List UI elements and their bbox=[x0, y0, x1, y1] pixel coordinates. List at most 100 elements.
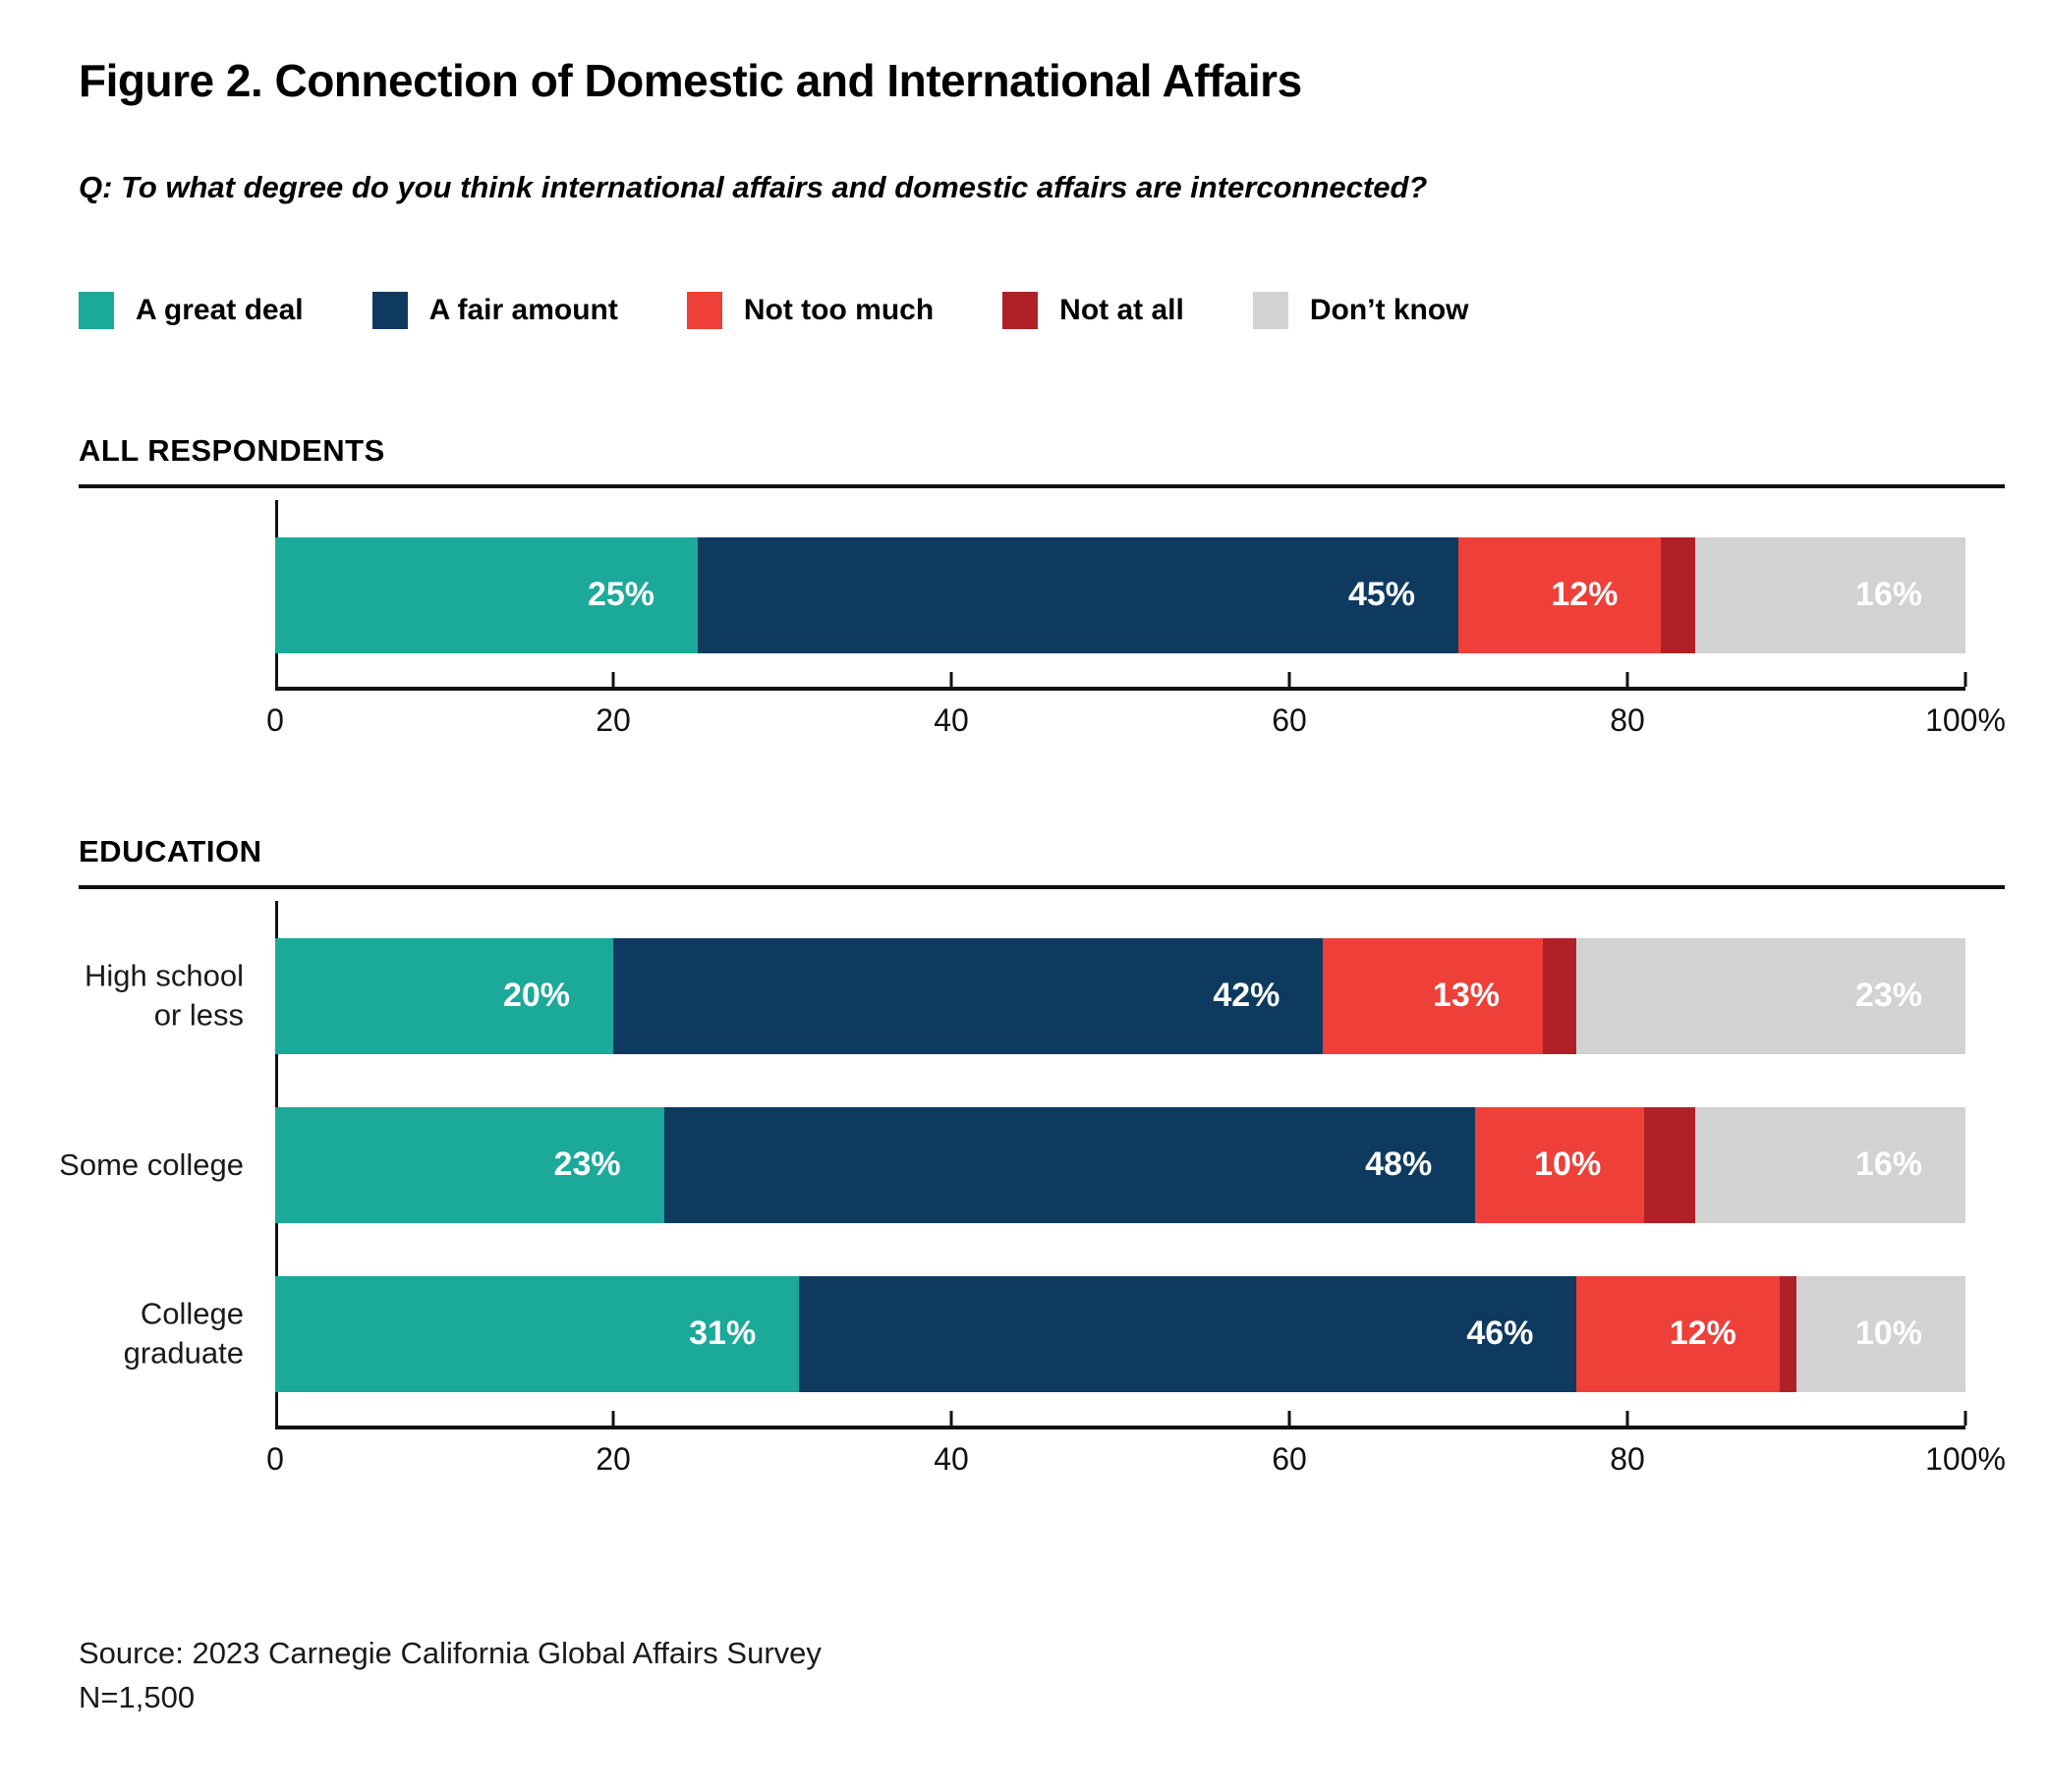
bar-value-label: 48% bbox=[1365, 1146, 1433, 1184]
axis-tick-label: 40 bbox=[934, 701, 969, 738]
legend-label: Don’t know bbox=[1309, 293, 1469, 326]
bar-value-label: 31% bbox=[689, 1315, 757, 1353]
bar-row: 25% 45% 12% 16% bbox=[275, 536, 1965, 653]
legend-item-a-fair-amount: A fair amount bbox=[371, 291, 618, 329]
bar-value-label: 10% bbox=[1534, 1146, 1602, 1184]
legend-item-not-too-much: Not too much bbox=[686, 291, 935, 329]
bar-segment-don-t-know: 16% bbox=[1694, 536, 1965, 653]
axis-tick-label: 0 bbox=[266, 701, 284, 738]
plot-area: 25% 45% 12% 16% bbox=[275, 499, 1967, 691]
axis-tick bbox=[1287, 1410, 1291, 1426]
axis-tick bbox=[949, 1410, 953, 1426]
row-label: Some college bbox=[59, 1147, 244, 1182]
axis-tick-label: 100% bbox=[1925, 701, 2006, 738]
bar-value-label: 12% bbox=[1551, 576, 1619, 614]
legend-swatch-a-fair-amount bbox=[371, 291, 408, 329]
bar-value-label: 16% bbox=[1854, 576, 1922, 614]
axis-tick-label: 100% bbox=[1925, 1440, 2006, 1477]
bar-segment-a-great-deal: 23% bbox=[275, 1106, 664, 1223]
bar-value-label: 20% bbox=[502, 977, 570, 1015]
bar-segment-not-too-much: 12% bbox=[1576, 1275, 1780, 1392]
legend-label: Not too much bbox=[743, 293, 935, 326]
plot-area: High school or less 20% 42% 13% 23% Some colle… bbox=[59, 900, 1967, 1429]
bar-value-label: 12% bbox=[1669, 1315, 1736, 1353]
bar-segment-not-too-much: 10% bbox=[1475, 1106, 1645, 1223]
survey-question: Q: To what degree do you think internati… bbox=[79, 169, 1428, 204]
axis-tick bbox=[611, 671, 615, 687]
stacked-bar: 23% 48% 10% 16% bbox=[275, 1106, 1965, 1223]
figure-title: Figure 2. Connection of Domestic and Int… bbox=[79, 55, 1302, 106]
axis-tick-label: 60 bbox=[1272, 701, 1307, 738]
axis-labels: 0 20 40 60 80 100% bbox=[266, 1440, 2006, 1486]
bar-segment-don-t-know: 16% bbox=[1694, 1106, 1965, 1223]
stacked-bar: 25% 45% 12% 16% bbox=[275, 536, 1965, 653]
bar-value-label: 13% bbox=[1432, 977, 1500, 1015]
axis-tick-label: 80 bbox=[1610, 1440, 1645, 1477]
legend: A great deal A fair amount Not too much … bbox=[79, 291, 2005, 329]
axis-tick bbox=[1963, 1410, 1967, 1426]
axis-labels: 0 20 40 60 80 100% bbox=[266, 701, 2006, 748]
legend-swatch-dont-know bbox=[1252, 291, 1288, 329]
legend-item-a-great-deal: A great deal bbox=[79, 291, 304, 329]
bar-segment-not-at-all bbox=[1661, 536, 1695, 653]
chart-rows: 25% 45% 12% 16% bbox=[275, 536, 1965, 653]
legend-label: A great deal bbox=[136, 293, 304, 326]
source-line: Source: 2023 Carnegie California Global … bbox=[79, 1635, 822, 1670]
axis-tick bbox=[611, 1410, 615, 1426]
row-label: High school or less bbox=[85, 958, 244, 1033]
bar-row: Some college 23% 48% 10% 16% bbox=[59, 1106, 1965, 1223]
sample-size: N=1,500 bbox=[79, 1679, 196, 1714]
chart-rows: High school or less 20% 42% 13% 23% Some colle… bbox=[59, 937, 1965, 1392]
legend-swatch-not-too-much bbox=[686, 291, 722, 329]
axis-tick-label: 20 bbox=[596, 701, 631, 738]
axis-tick bbox=[1963, 671, 1967, 687]
bar-segment-a-fair-amount: 42% bbox=[613, 937, 1324, 1054]
bar-row: College graduate 31% 46% 12% 10% bbox=[124, 1275, 1965, 1392]
axis-line bbox=[275, 671, 1967, 691]
bar-segment-a-great-deal: 25% bbox=[275, 536, 698, 653]
axis-line bbox=[275, 1410, 1967, 1429]
bar-value-label: 23% bbox=[553, 1146, 621, 1184]
legend-swatch-a-great-deal bbox=[79, 291, 114, 329]
stacked-bar: 31% 46% 12% 10% bbox=[275, 1275, 1965, 1392]
source-note: Source: 2023 Carnegie California Global … bbox=[79, 1632, 2005, 1720]
section-rule bbox=[79, 483, 2005, 488]
legend-swatch-not-at-all bbox=[1002, 291, 1039, 329]
axis-tick bbox=[949, 671, 953, 687]
bar-value-label: 46% bbox=[1466, 1315, 1534, 1353]
bar-segment-not-too-much: 12% bbox=[1458, 536, 1662, 653]
legend-item-dont-know: Don’t know bbox=[1252, 291, 1469, 329]
bar-segment-not-too-much: 13% bbox=[1323, 937, 1543, 1054]
chart-education: High school or less 20% 42% 13% 23% Some colle… bbox=[59, 900, 2006, 1486]
axis-tick-label: 60 bbox=[1272, 1440, 1307, 1477]
axis-tick-label: 80 bbox=[1610, 701, 1645, 738]
axis-tick-label: 20 bbox=[596, 1440, 631, 1477]
bar-segment-not-at-all bbox=[1542, 937, 1577, 1054]
row-label: College graduate bbox=[123, 1296, 244, 1371]
bar-segment-not-at-all bbox=[1779, 1275, 1796, 1392]
axis-tick-label: 40 bbox=[934, 1440, 969, 1477]
bar-row: High school or less 20% 42% 13% 23% bbox=[85, 937, 1965, 1054]
bar-value-label: 45% bbox=[1347, 576, 1415, 614]
bar-segment-a-fair-amount: 45% bbox=[698, 536, 1458, 653]
section-title-education: EDUCATION bbox=[79, 833, 262, 868]
chart-all-respondents: 25% 45% 12% 16% 0 20 40 60 80 100% bbox=[79, 499, 2006, 748]
bar-segment-a-fair-amount: 48% bbox=[663, 1106, 1476, 1223]
bar-value-label: 42% bbox=[1213, 977, 1280, 1015]
bar-segment-not-at-all bbox=[1644, 1106, 1695, 1223]
legend-label: Not at all bbox=[1059, 293, 1184, 326]
bar-segment-a-great-deal: 31% bbox=[275, 1275, 800, 1392]
bar-segment-a-fair-amount: 46% bbox=[799, 1275, 1577, 1392]
bar-value-label: 25% bbox=[587, 576, 654, 614]
bar-segment-don-t-know: 23% bbox=[1576, 937, 1965, 1054]
section-title-all-respondents: ALL RESPONDENTS bbox=[79, 432, 385, 468]
stacked-bar: 20% 42% 13% 23% bbox=[275, 937, 1965, 1054]
axis-tick bbox=[1287, 671, 1291, 687]
axis-tick bbox=[1625, 671, 1629, 687]
bar-value-label: 10% bbox=[1854, 1315, 1922, 1353]
axis-tick-label: 0 bbox=[266, 1440, 284, 1477]
bar-segment-don-t-know: 10% bbox=[1795, 1275, 1965, 1392]
bar-segment-a-great-deal: 20% bbox=[275, 937, 613, 1054]
bar-value-label: 16% bbox=[1854, 1146, 1922, 1184]
